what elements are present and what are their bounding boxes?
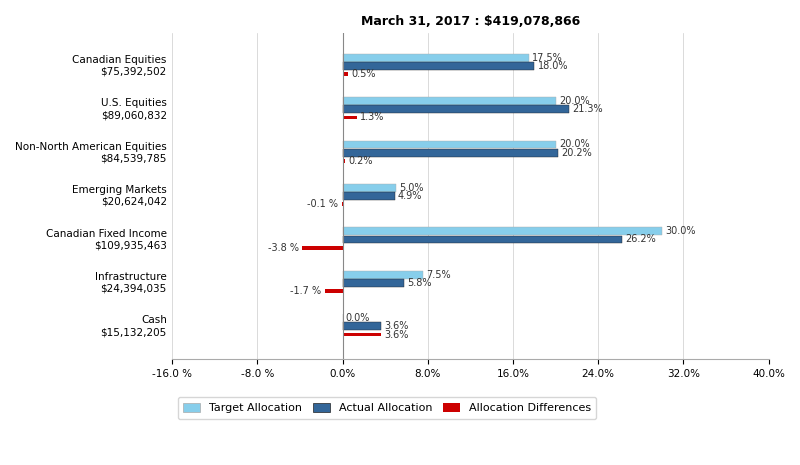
Bar bbox=[342, 54, 529, 61]
Bar bbox=[342, 106, 570, 113]
Text: 0.0%: 0.0% bbox=[346, 313, 370, 323]
Bar bbox=[342, 62, 534, 70]
Text: -1.7 %: -1.7 % bbox=[290, 286, 322, 296]
Bar bbox=[325, 289, 342, 293]
Text: 7.5%: 7.5% bbox=[426, 270, 450, 279]
Bar bbox=[342, 184, 396, 192]
Bar bbox=[342, 115, 357, 120]
Text: 0.5%: 0.5% bbox=[351, 69, 376, 79]
Legend: Target Allocation, Actual Allocation, Allocation Differences: Target Allocation, Actual Allocation, Al… bbox=[178, 397, 597, 419]
Text: 20.2%: 20.2% bbox=[561, 148, 592, 158]
Bar bbox=[342, 140, 556, 148]
Bar bbox=[342, 97, 556, 105]
Text: 3.6%: 3.6% bbox=[384, 330, 409, 339]
Text: 20.0%: 20.0% bbox=[559, 140, 590, 149]
Bar bbox=[342, 322, 381, 330]
Text: 1.3%: 1.3% bbox=[360, 113, 384, 122]
Bar bbox=[342, 192, 395, 200]
Bar bbox=[342, 149, 558, 157]
Bar bbox=[342, 332, 381, 337]
Text: 21.3%: 21.3% bbox=[573, 104, 603, 114]
Title: March 31, 2017 : $419,078,866: March 31, 2017 : $419,078,866 bbox=[361, 15, 580, 28]
Text: 20.0%: 20.0% bbox=[559, 96, 590, 106]
Text: 0.2%: 0.2% bbox=[348, 156, 373, 166]
Text: -3.8 %: -3.8 % bbox=[268, 243, 299, 252]
Text: 3.6%: 3.6% bbox=[384, 321, 409, 331]
Text: -0.1 %: -0.1 % bbox=[307, 199, 338, 209]
Text: 18.0%: 18.0% bbox=[538, 61, 568, 71]
Bar bbox=[342, 159, 345, 163]
Text: 17.5%: 17.5% bbox=[532, 53, 563, 63]
Text: 4.9%: 4.9% bbox=[398, 191, 422, 201]
Bar bbox=[342, 271, 422, 279]
Bar bbox=[302, 246, 342, 250]
Text: 30.0%: 30.0% bbox=[666, 226, 696, 236]
Bar bbox=[342, 236, 622, 243]
Text: 5.8%: 5.8% bbox=[408, 278, 432, 288]
Text: 26.2%: 26.2% bbox=[625, 234, 655, 245]
Text: 5.0%: 5.0% bbox=[399, 183, 423, 193]
Bar bbox=[342, 72, 348, 76]
Bar bbox=[342, 227, 662, 235]
Bar bbox=[342, 279, 405, 287]
